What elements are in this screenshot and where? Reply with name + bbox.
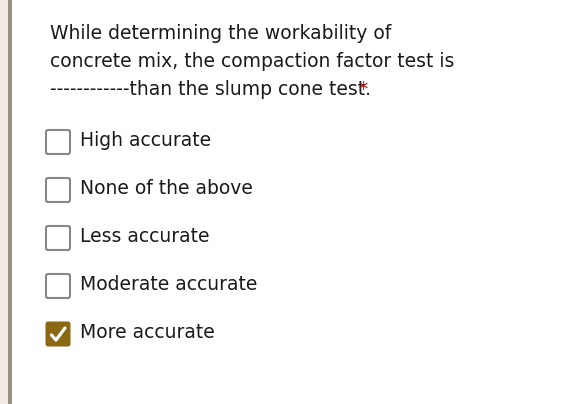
FancyBboxPatch shape [8,0,12,404]
Text: More accurate: More accurate [80,324,215,343]
Text: None of the above: None of the above [80,179,253,198]
Text: Less accurate: Less accurate [80,227,210,246]
FancyBboxPatch shape [46,178,70,202]
FancyBboxPatch shape [46,274,70,298]
Text: High accurate: High accurate [80,131,211,151]
Text: ------------than the slump cone test.: ------------than the slump cone test. [50,80,377,99]
Text: Moderate accurate: Moderate accurate [80,276,257,295]
Text: While determining the workability of: While determining the workability of [50,24,391,43]
Text: *: * [358,80,367,99]
FancyBboxPatch shape [46,226,70,250]
FancyBboxPatch shape [46,130,70,154]
FancyBboxPatch shape [12,0,582,404]
Text: concrete mix, the compaction factor test is: concrete mix, the compaction factor test… [50,52,455,71]
FancyBboxPatch shape [45,322,70,347]
